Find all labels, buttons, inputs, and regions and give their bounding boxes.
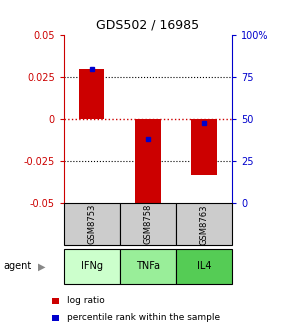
Bar: [64, 203, 120, 245]
Text: TNFa: TNFa: [136, 261, 160, 271]
Title: GDS502 / 16985: GDS502 / 16985: [96, 18, 200, 31]
Text: GSM8763: GSM8763: [200, 204, 209, 245]
Bar: [176, 249, 232, 284]
Text: GSM8753: GSM8753: [87, 204, 96, 245]
Text: GSM8758: GSM8758: [143, 204, 153, 245]
Text: agent: agent: [3, 261, 31, 271]
Bar: [120, 249, 176, 284]
Text: percentile rank within the sample: percentile rank within the sample: [67, 313, 220, 322]
Bar: [120, 203, 176, 245]
Bar: [79, 69, 104, 119]
Bar: [64, 249, 120, 284]
Bar: [135, 119, 160, 205]
Text: ▶: ▶: [38, 261, 45, 271]
Text: log ratio: log ratio: [67, 296, 105, 305]
Bar: [176, 203, 232, 245]
Text: IL4: IL4: [197, 261, 211, 271]
Bar: [191, 119, 217, 175]
Bar: [52, 298, 59, 304]
Bar: [52, 314, 59, 321]
Text: IFNg: IFNg: [81, 261, 103, 271]
